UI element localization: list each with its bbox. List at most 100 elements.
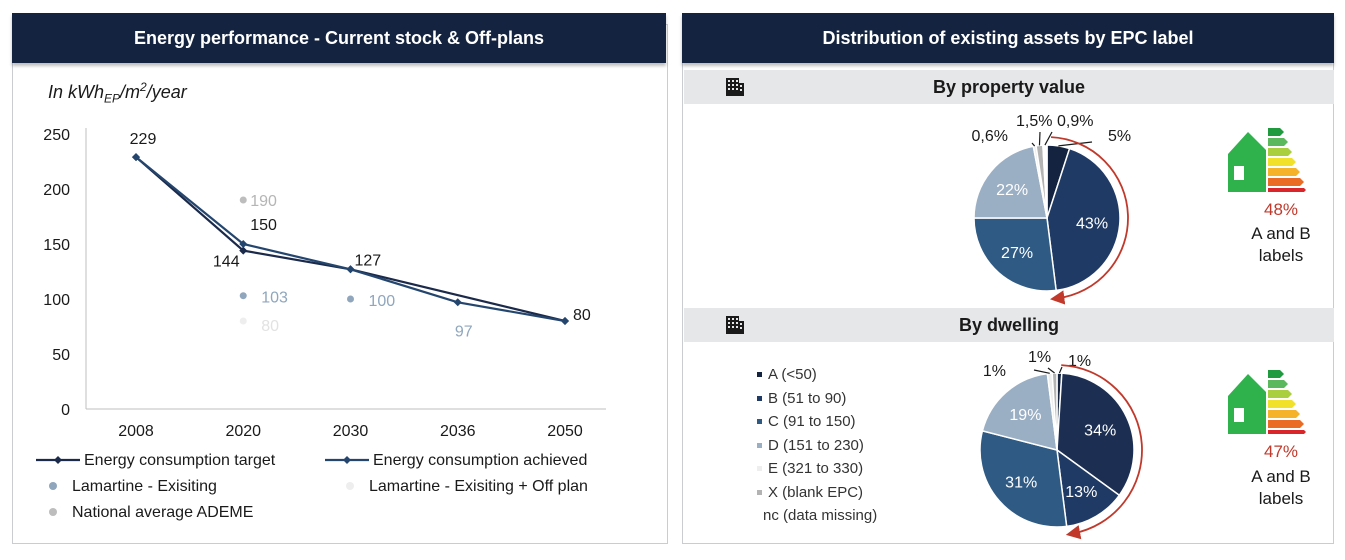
value-ab-percentage: 48% <box>1263 200 1299 219</box>
epc-legend-item: X (blank EPC) <box>757 481 877 505</box>
data-label: 190 <box>250 193 277 210</box>
leader-line <box>1033 369 1050 374</box>
epc-legend-item: nc (data missing) <box>757 504 877 528</box>
legend-dot-swatch <box>48 504 58 522</box>
ab-label-line2: labels <box>1258 246 1304 265</box>
epc-legend: A (<50) B (51 to 90) C (91 to 150) D (151 t… <box>757 363 877 528</box>
pie-slice <box>981 372 1058 452</box>
legend-item: Lamartine - Exisiting + Off plan <box>345 478 588 496</box>
pie-percent-label: 43% <box>1076 215 1108 232</box>
epc-house-icon <box>1228 128 1306 192</box>
unit-label: In kWhEP/m2/year <box>48 80 187 106</box>
data-label: 127 <box>355 252 382 269</box>
leader-line <box>1058 366 1063 374</box>
unit-sup: 2 <box>140 80 147 94</box>
ab-label-line2: labels <box>1258 489 1304 508</box>
epc-legend-item: C (91 to 150) <box>757 410 877 434</box>
unit-mid: /m <box>120 82 141 102</box>
epc-legend-item: E (321 to 330) <box>757 457 877 481</box>
legend-dot-swatch <box>48 478 58 496</box>
series-line <box>135 156 566 323</box>
x-tick-label: 2008 <box>118 423 154 440</box>
energy-line-chart: 0 50 100 150 200 250 2008 2020 2030 2036 2050 229 15… <box>43 127 606 440</box>
x-tick-label: 2030 <box>333 423 369 440</box>
line-marker <box>453 298 462 307</box>
data-label: 97 <box>455 323 473 340</box>
epc-distribution-header: Distribution of existing assets by EPC l… <box>682 13 1334 63</box>
legend-label: Lamartine - Exisiting <box>72 478 217 495</box>
leader-line <box>1047 367 1055 374</box>
energy-performance-panel <box>12 24 668 544</box>
x-tick-label: 2036 <box>440 423 476 440</box>
y-tick-label: 250 <box>43 127 70 144</box>
epc-legend-item: B (51 to 90) <box>757 387 877 411</box>
epc-legend-swatch <box>757 372 762 378</box>
legend-item: Energy consumption target <box>36 452 275 470</box>
pie-outer-label: 1% <box>983 363 1006 380</box>
scatter-point <box>239 317 247 325</box>
dwelling-ab-percentage: 47% <box>1263 442 1299 461</box>
data-label: 144 <box>213 254 240 271</box>
epc-legend-swatch <box>757 395 762 401</box>
pie-slice <box>973 145 1048 219</box>
ab-label-line1: A and B <box>1251 224 1311 243</box>
pie-slice <box>1042 144 1048 219</box>
by-dwelling-header: By dwelling <box>684 308 1334 342</box>
pie-slice <box>979 429 1068 528</box>
data-label: 80 <box>573 307 591 324</box>
pie-outer-label: 1% <box>1028 349 1051 366</box>
energy-performance-header: Energy performance - Current stock & Off… <box>12 13 666 63</box>
line-marker <box>561 317 569 325</box>
line-marker <box>239 246 248 255</box>
epc-legend-label: X (blank EPC) <box>768 483 864 501</box>
unit-sub: EP <box>104 91 121 106</box>
pie-percent-label: 27% <box>1001 245 1033 262</box>
legend-item: National average ADEME <box>48 504 253 522</box>
y-tick-label: 200 <box>43 182 70 199</box>
ab-label-line1: A and B <box>1251 467 1311 486</box>
dwelling-ab-label: A and B labels <box>1221 466 1341 510</box>
leader-line <box>1044 131 1053 146</box>
legend-dot-swatch <box>345 478 355 496</box>
scatter-point <box>239 292 247 300</box>
epc-legend-label: nc (data missing) <box>763 507 878 524</box>
pie-percent-label: 22% <box>996 182 1028 199</box>
legend-label: Energy consumption target <box>84 452 276 469</box>
scatter-point <box>239 196 247 204</box>
epc-legend-label: D (151 to 230) <box>768 436 864 454</box>
building-icon <box>726 78 744 96</box>
x-tick-label: 2020 <box>225 423 261 440</box>
leader-line <box>1058 141 1093 147</box>
pie-percent-label: 34% <box>1084 423 1116 440</box>
line-marker <box>239 240 248 248</box>
pie-outer-label: 1,5% <box>1016 113 1052 130</box>
epc-legend-label: A (<50) <box>768 366 817 383</box>
by-property-value-header: By property value <box>684 70 1334 104</box>
legend-label: Lamartine - Exisiting + Off plan <box>369 478 588 495</box>
epc-legend-swatch <box>757 419 762 425</box>
epc-legend-label: C (91 to 150) <box>768 413 856 430</box>
pie-percent-label: 13% <box>1065 484 1097 501</box>
pie-outer-label: 0,6% <box>972 128 1008 145</box>
pie-percent-label: 31% <box>1005 475 1037 492</box>
pie-slice <box>1046 147 1121 292</box>
epc-legend-item: D (151 to 230) <box>757 434 877 458</box>
y-tick-label: 0 <box>61 402 70 419</box>
leader-line <box>1031 142 1036 147</box>
x-tick-label: 2050 <box>547 423 583 440</box>
scatter-point <box>347 295 354 303</box>
epc-legend-swatch <box>757 442 762 448</box>
pie-outer-label: 5% <box>1108 128 1131 145</box>
leader-line <box>1038 131 1041 146</box>
y-tick-label: 150 <box>43 237 70 254</box>
y-tick-label: 100 <box>43 292 70 309</box>
pie-outer-label: 0,9% <box>1057 113 1093 130</box>
data-label: 103 <box>261 290 288 307</box>
epc-legend-swatch <box>757 466 762 472</box>
y-tick-label: 50 <box>52 347 70 364</box>
pie-slice <box>973 217 1057 292</box>
unit-suffix: /year <box>146 82 187 102</box>
unit-prefix: In kWh <box>48 82 105 102</box>
legend-label: National average ADEME <box>72 504 254 521</box>
data-label: 229 <box>130 131 157 148</box>
